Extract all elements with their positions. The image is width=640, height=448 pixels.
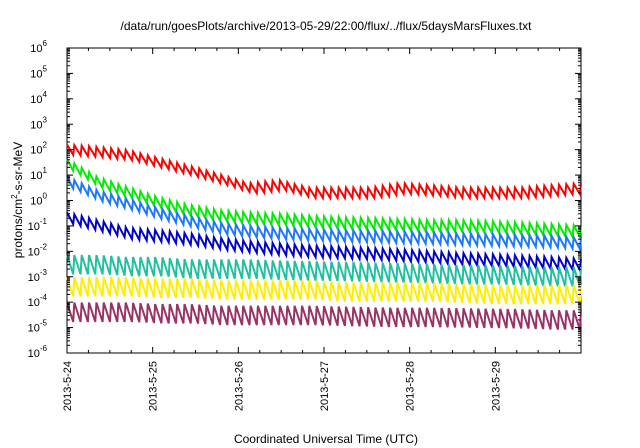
y-tick-label: 102 (30, 141, 47, 157)
series-line-3 (66, 176, 582, 253)
x-tick-label: 2013-5-26 (233, 361, 245, 411)
x-tick-label: 2013-5-28 (405, 361, 417, 411)
y-tick-label: 106 (30, 39, 47, 55)
x-tick-label: 2013-5-24 (62, 361, 74, 411)
y-tick-label: 10-5 (28, 319, 48, 335)
y-tick-label: 10-4 (28, 293, 48, 309)
series-line-6 (66, 276, 582, 305)
x-tick-label: 2013-5-27 (319, 361, 331, 411)
y-tick-label: 101 (30, 166, 47, 182)
y-axis-label: protons/cm2-s-sr-MeV (10, 142, 25, 258)
series-line-4 (66, 211, 582, 274)
x-tick-label: 2013-5-25 (148, 361, 160, 411)
y-tick-label: 10-2 (28, 242, 48, 258)
x-axis: 2013-5-24 2013-5-25 2013-5-26 2013-5-27 2013… (62, 48, 561, 411)
chart-title: /data/run/goesPlots/archive/2013-05-29/2… (121, 19, 533, 33)
y-tick-label: 10-3 (28, 268, 48, 284)
y-tick-label: 10-1 (28, 217, 48, 233)
series-line-2 (66, 158, 582, 241)
y-tick-label: 105 (30, 64, 47, 80)
x-axis-label: Coordinated Universal Time (UTC) (234, 432, 418, 446)
x-tick-label: 2013-5-29 (490, 361, 502, 411)
series-line-7 (66, 302, 582, 330)
y-tick-label: 100 (30, 192, 47, 208)
y-axis: 10-6 10-5 10-4 10-3 10-2 10-1 100 101 102 103 104 1… (28, 39, 581, 360)
series-line-1 (66, 142, 582, 202)
y-tick-label: 10-6 (28, 344, 48, 360)
y-tick-label: 103 (30, 115, 47, 131)
series-line-5 (66, 254, 582, 287)
series-layer (66, 142, 582, 330)
y-tick-label: 104 (30, 90, 47, 106)
